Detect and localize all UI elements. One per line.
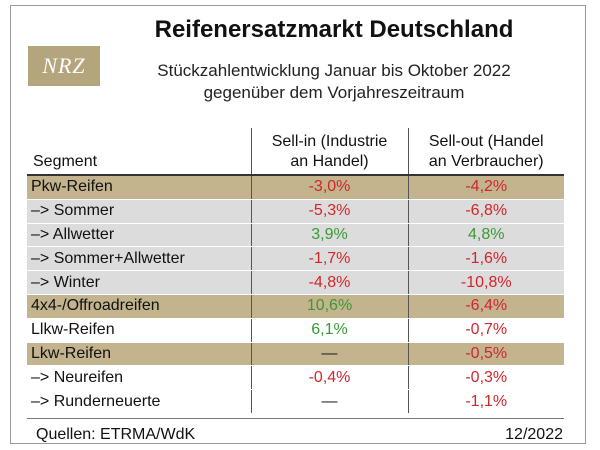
table-body: Pkw-Reifen -3,0% -4,2% –> Sommer -5,3% -6,8% –…	[27, 175, 564, 414]
row-label: 4x4-/Offroadreifen	[27, 293, 251, 319]
date-note: 12/2022	[505, 426, 563, 443]
row-label: –> Winter	[27, 270, 251, 295]
table-row: –> Sommer+Allwetter -1,7% -1,6%	[27, 246, 564, 272]
sell-out-value: -6,8%	[407, 199, 564, 224]
row-label: Pkw-Reifen	[27, 175, 251, 200]
header-row: Segment Sell-in (Industrie an Handel) Se…	[27, 128, 564, 176]
subtitle-line-1: Stückzahlentwicklung Januar bis Oktober …	[157, 61, 511, 80]
row-label: –> Sommer	[27, 199, 251, 224]
header-sell-out-line-1: Sell-out (Handel	[428, 133, 544, 150]
row-label: –> Runderneuerte	[27, 389, 251, 414]
sell-out-value: -0,3%	[407, 365, 564, 391]
table-row: –> Sommer -5,3% -6,8%	[27, 199, 564, 224]
header-segment: Segment	[27, 128, 251, 176]
sell-out-value: -1,6%	[407, 246, 564, 272]
row-label: –> Sommer+Allwetter	[27, 246, 251, 272]
table-row: –> Winter -4,8% -10,8%	[27, 270, 564, 295]
sell-out-value: -0,7%	[407, 318, 564, 343]
sell-in-value: -0,4%	[250, 365, 408, 391]
footer-divider	[27, 418, 564, 419]
header-sell-in-line-2: an Handel)	[290, 153, 369, 170]
subtitle-line-2: gegenüber dem Vorjahreszeitraum	[203, 83, 465, 102]
sell-out-value: -0,5%	[407, 341, 564, 367]
header-sell-in: Sell-in (Industrie an Handel)	[250, 128, 408, 176]
header-sell-out-line-2: an Verbraucher)	[428, 153, 544, 170]
sell-in-value: -5,3%	[250, 199, 408, 224]
chart-title: Reifenersatzmarkt Deutschland	[154, 16, 514, 43]
row-label: –> Neureifen	[27, 365, 251, 391]
chart-subtitle: Stückzahlentwicklung Januar bis Oktober …	[120, 60, 548, 104]
row-label: Lkw-Reifen	[27, 341, 251, 367]
sell-in-value: —	[250, 389, 408, 414]
logo-text: NRZ	[42, 53, 86, 78]
sell-in-value: -3,0%	[250, 175, 408, 200]
header-sell-in-line-1: Sell-in (Industrie	[271, 133, 388, 150]
sell-in-value: -1,7%	[250, 246, 408, 272]
nrz-logo: NRZ	[28, 46, 100, 86]
row-label: Llkw-Reifen	[27, 318, 251, 343]
table-row: –> Neureifen -0,4% -0,3%	[27, 365, 564, 391]
sell-out-value: -10,8%	[407, 270, 564, 295]
row-label: –> Allwetter	[27, 223, 251, 248]
sell-out-value: -6,4%	[407, 293, 564, 319]
source-note: Quellen: ETRMA/WdK	[36, 426, 196, 443]
sell-in-value: —	[250, 341, 408, 367]
sell-in-value: -4,8%	[250, 270, 408, 295]
sell-out-value: 4,8%	[407, 223, 564, 248]
table-row: –> Runderneuerte — -1,1%	[27, 389, 564, 414]
table-row: 4x4-/Offroadreifen 10,6% -6,4%	[27, 293, 564, 319]
data-table: Segment Sell-in (Industrie an Handel) Se…	[27, 128, 564, 414]
table-row: Llkw-Reifen 6,1% -0,7%	[27, 318, 564, 343]
table-row: –> Allwetter 3,9% 4,8%	[27, 223, 564, 248]
table-row: Lkw-Reifen — -0,5%	[27, 341, 564, 367]
sell-out-value: -4,2%	[407, 175, 564, 200]
table-row: Pkw-Reifen -3,0% -4,2%	[27, 175, 564, 200]
sell-out-value: -1,1%	[407, 389, 564, 414]
header-sell-out: Sell-out (Handel an Verbraucher)	[407, 128, 564, 176]
sell-in-value: 10,6%	[250, 293, 408, 319]
sell-in-value: 6,1%	[250, 318, 408, 343]
sell-in-value: 3,9%	[250, 223, 408, 248]
